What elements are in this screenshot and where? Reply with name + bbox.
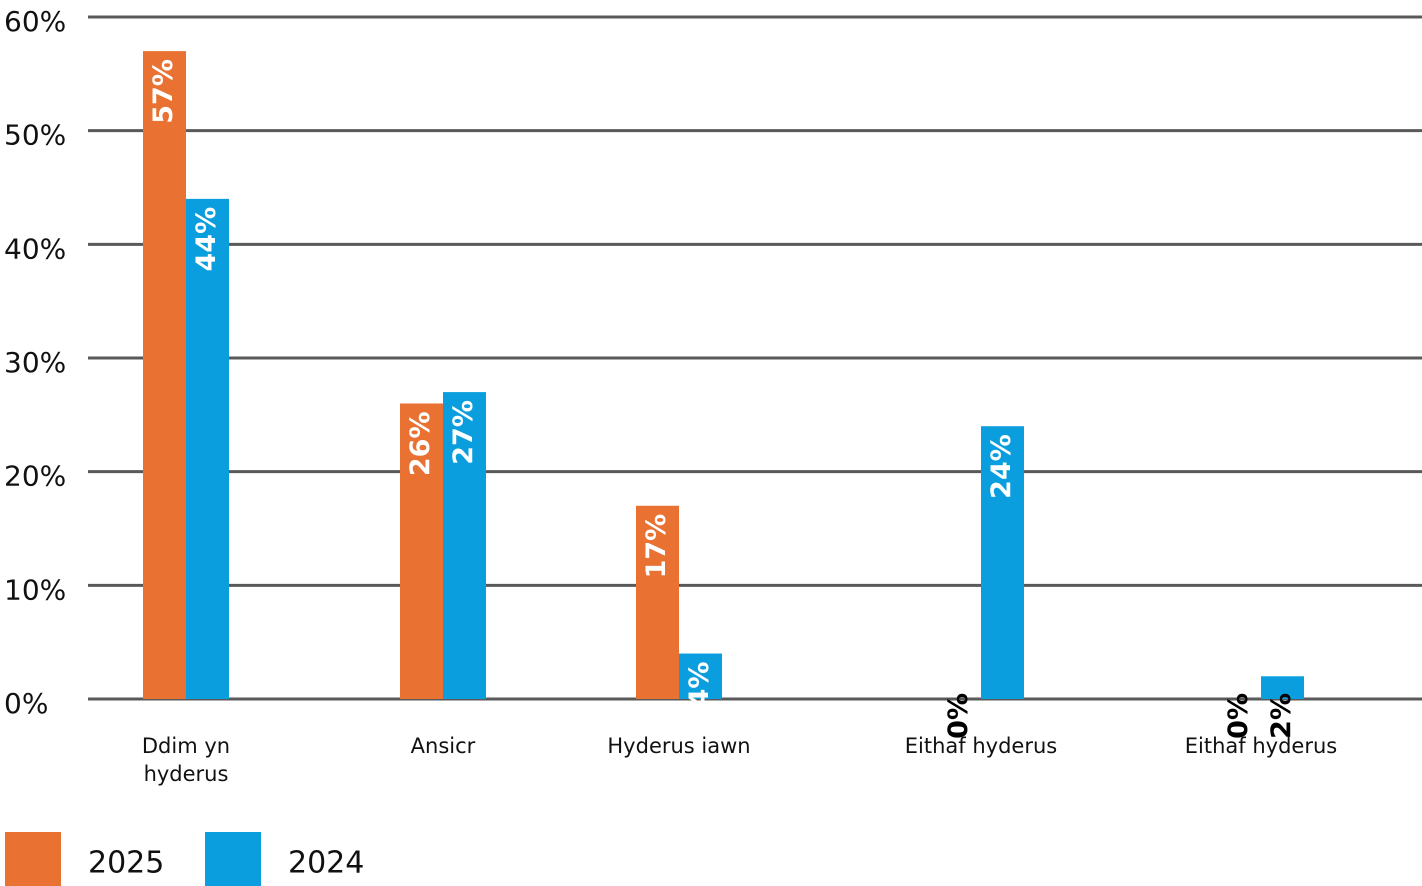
value-label: 27% <box>448 400 479 465</box>
y-tick-label: 0% <box>4 687 48 720</box>
x-tick-label: Hyderus iawn <box>607 734 751 758</box>
value-label: 17% <box>641 514 672 579</box>
bar <box>679 653 722 699</box>
value-label: 2% <box>1266 693 1297 739</box>
y-tick-label: 50% <box>4 119 66 152</box>
value-label: 4% <box>684 662 715 708</box>
x-tick-label: Eithaf hyderus <box>1184 734 1338 758</box>
bar <box>1261 676 1304 699</box>
y-tick-label: 40% <box>4 232 66 265</box>
legend-label: 2024 <box>288 846 364 881</box>
y-tick-label: 30% <box>4 346 66 379</box>
bar <box>981 426 1024 699</box>
legend-label: 2025 <box>88 846 164 881</box>
legend-swatch <box>205 832 261 886</box>
bar <box>400 403 443 699</box>
legend-swatch <box>5 832 61 886</box>
y-tick-label: 60% <box>4 5 66 38</box>
bar <box>143 51 186 700</box>
y-tick-label: 20% <box>4 460 66 493</box>
value-label: 44% <box>191 207 222 272</box>
value-label: 0% <box>943 693 974 739</box>
value-label: 26% <box>405 411 436 476</box>
value-label: 57% <box>148 59 179 124</box>
x-tick-label: Eithaf hyderus <box>904 734 1058 758</box>
bar <box>186 198 229 699</box>
value-label: 0% <box>1223 693 1254 739</box>
x-tick-label: Ddim yn hyderus <box>141 734 231 786</box>
x-tick-label: Ansicr <box>410 734 476 758</box>
bar <box>636 505 679 699</box>
y-tick-label: 10% <box>4 573 66 606</box>
bar <box>443 392 486 699</box>
value-label: 24% <box>986 434 1017 499</box>
